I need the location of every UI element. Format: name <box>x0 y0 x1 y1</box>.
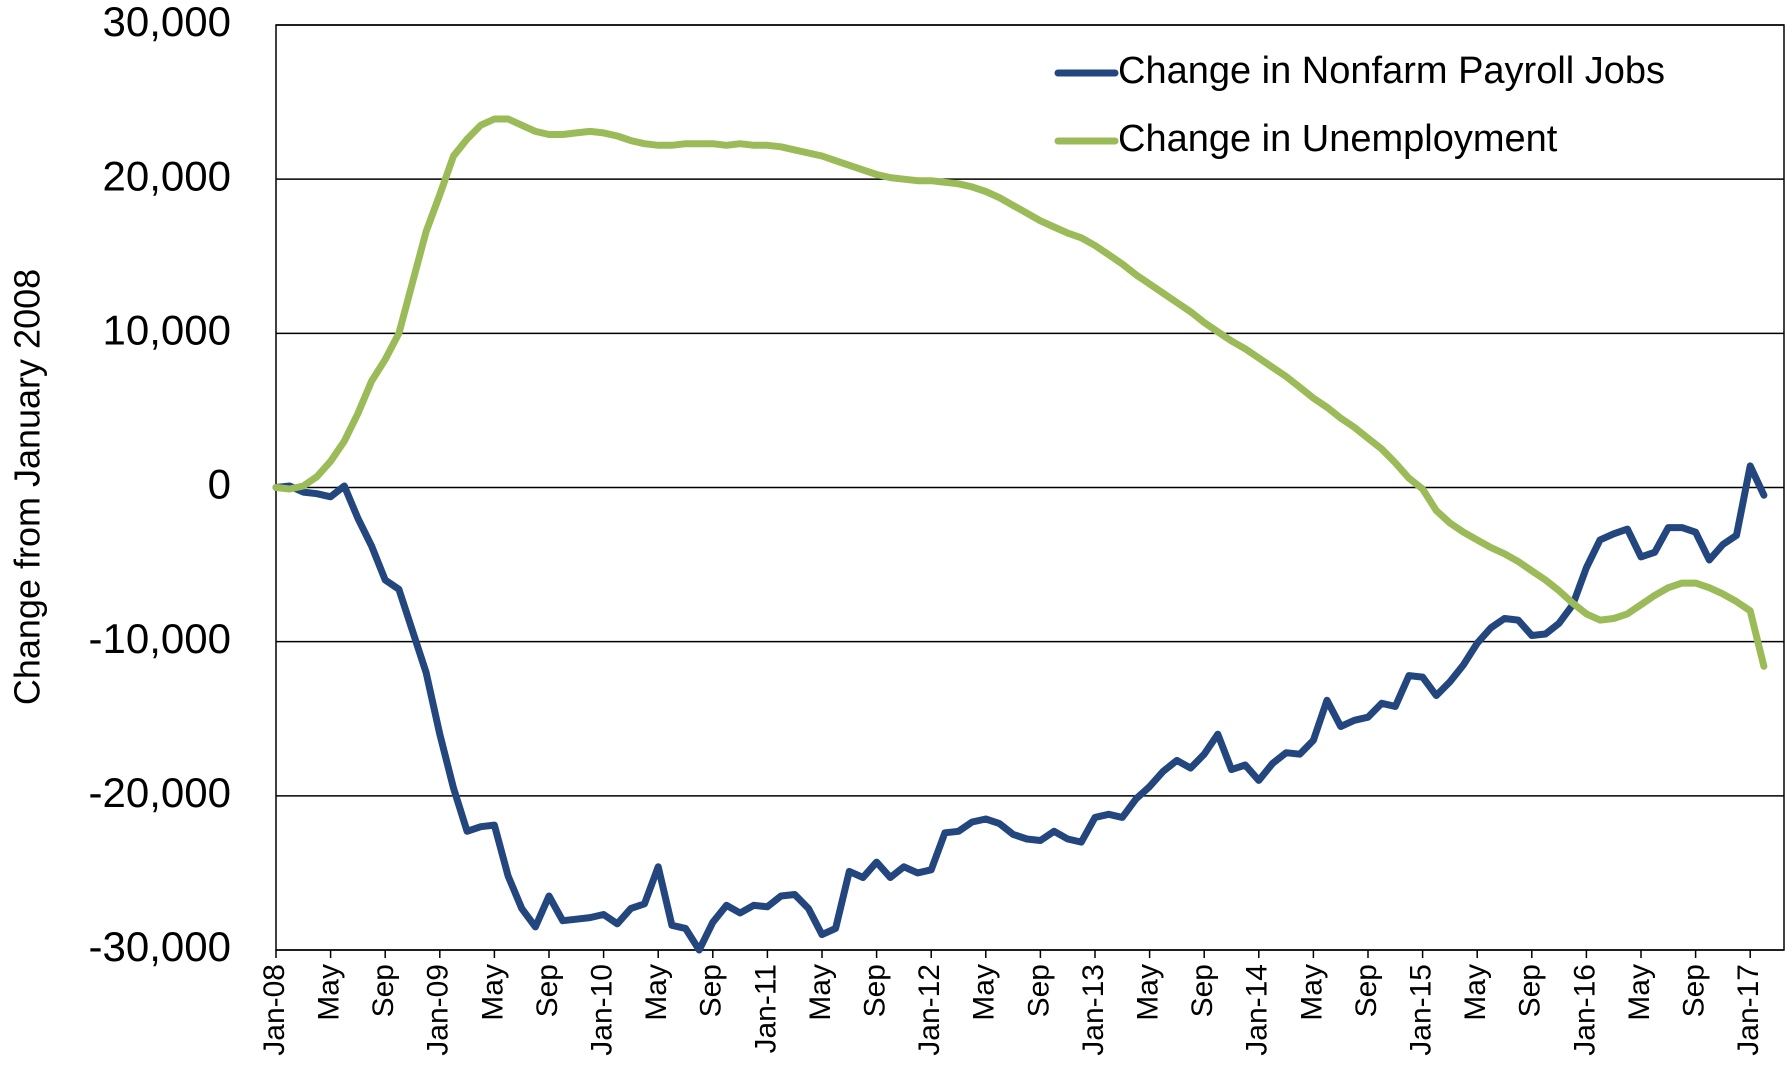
y-tick-label: 20,000 <box>103 152 231 199</box>
x-tick-label: May <box>640 964 673 1021</box>
legend-label: Change in Nonfarm Payroll Jobs <box>1118 50 1665 92</box>
legend-label: Change in Unemployment <box>1118 118 1558 160</box>
y-tick-label: 0 <box>208 461 231 508</box>
y-tick-label: 30,000 <box>103 0 231 45</box>
x-tick-label: Sep <box>367 964 400 1017</box>
y-tick-label: 10,000 <box>103 306 231 353</box>
x-tick-label: Jan-16 <box>1568 964 1601 1056</box>
x-tick-label: Sep <box>1678 964 1711 1017</box>
x-tick-label: May <box>1623 964 1656 1021</box>
x-tick-label: Jan-11 <box>749 964 782 1054</box>
x-tick-label: Sep <box>695 964 728 1017</box>
x-tick-label: Sep <box>1022 964 1055 1017</box>
x-tick-label: Sep <box>1350 964 1383 1017</box>
x-tick-label: May <box>804 964 837 1021</box>
y-axis-title: Change from January 2008 <box>7 269 48 705</box>
x-tick-label: Sep <box>531 964 564 1017</box>
x-tick-label: May <box>313 964 346 1021</box>
series-line <box>272 462 1768 954</box>
x-tick-label: Jan-12 <box>913 964 946 1056</box>
x-tick-label: May <box>1132 964 1165 1021</box>
series-line <box>272 115 1768 670</box>
x-tick-label: Sep <box>1186 964 1219 1017</box>
x-tick-label: Jan-13 <box>1077 964 1110 1056</box>
y-tick-label: -20,000 <box>89 769 231 816</box>
x-tick-label: Sep <box>859 964 892 1017</box>
x-tick-label: Jan-10 <box>586 964 619 1056</box>
x-tick-label: Jan-08 <box>258 964 291 1056</box>
x-tick-label: May <box>968 964 1001 1021</box>
x-tick-label: May <box>476 964 509 1021</box>
x-tick-label: Jan-15 <box>1405 964 1438 1056</box>
y-tick-label: -10,000 <box>89 615 231 662</box>
x-tick-label: May <box>1295 964 1328 1021</box>
x-tick-label: Jan-09 <box>422 964 455 1056</box>
y-tick-label: -30,000 <box>89 923 231 970</box>
x-tick-label: Jan-14 <box>1241 964 1274 1056</box>
x-tick-label: Sep <box>1514 964 1547 1017</box>
x-tick-label: Jan-17 <box>1732 964 1765 1056</box>
x-tick-label: May <box>1459 964 1492 1021</box>
